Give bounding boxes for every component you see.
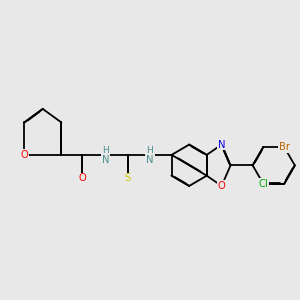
Text: N: N <box>146 155 154 165</box>
Text: O: O <box>20 150 28 160</box>
Text: Cl: Cl <box>258 179 268 189</box>
Text: N: N <box>102 155 109 165</box>
Text: H: H <box>102 146 109 155</box>
Text: N: N <box>218 140 225 150</box>
Text: S: S <box>124 173 131 183</box>
Text: Br: Br <box>279 142 290 152</box>
Text: O: O <box>78 173 86 183</box>
Text: O: O <box>218 181 226 191</box>
Text: H: H <box>147 146 153 155</box>
